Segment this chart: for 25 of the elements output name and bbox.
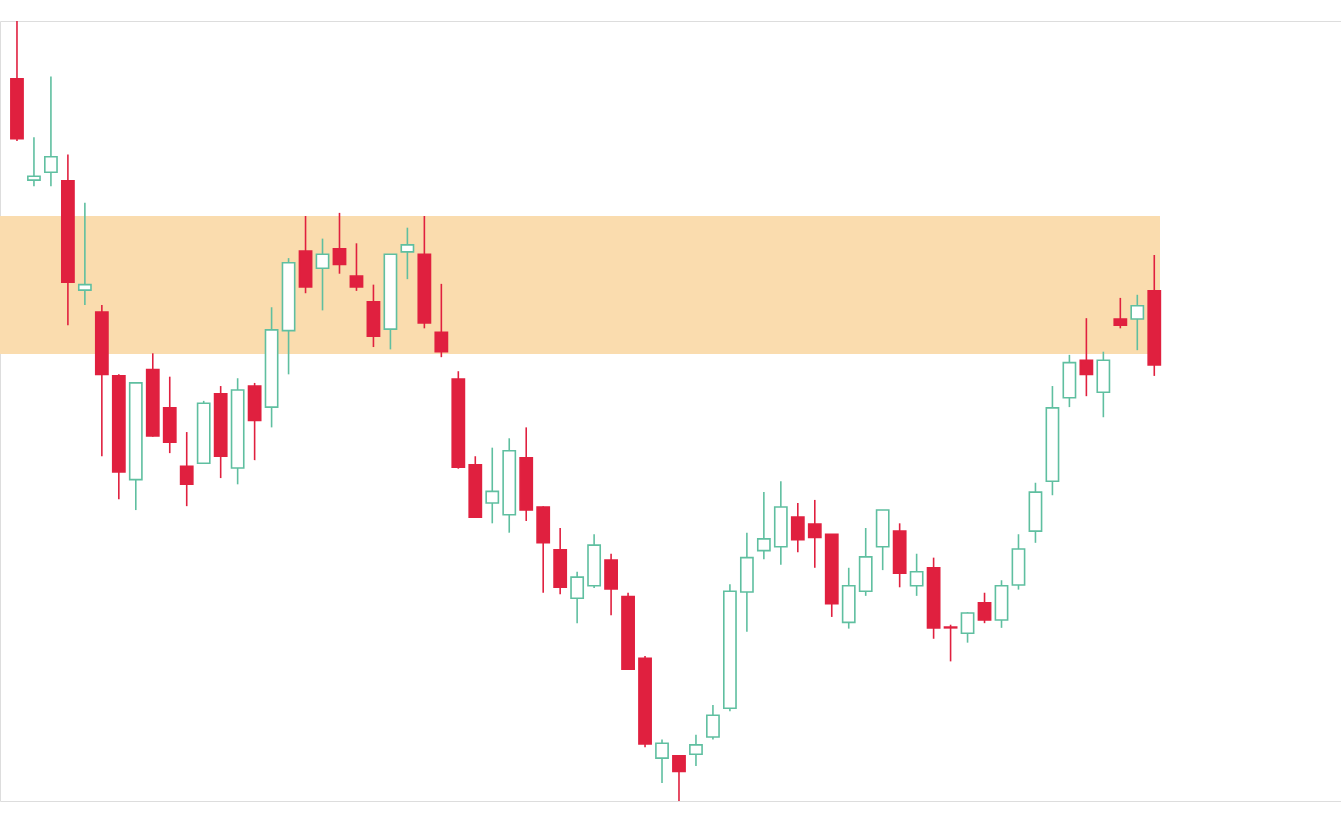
candlestick <box>1113 297 1128 330</box>
candlestick <box>655 738 669 784</box>
candlestick <box>756 491 771 560</box>
candlestick <box>672 754 686 802</box>
candlestick <box>44 75 58 188</box>
candlestick <box>570 570 585 624</box>
candlestick <box>1130 293 1145 351</box>
candlestick <box>943 623 958 663</box>
candlestick <box>27 136 41 188</box>
candlestick <box>960 611 975 644</box>
candlestick <box>77 201 92 306</box>
candlestick <box>807 499 822 569</box>
candlestick <box>349 242 364 292</box>
candlestick <box>315 237 330 312</box>
candlestick <box>332 212 347 275</box>
candlestick <box>689 733 703 767</box>
candlestick <box>706 704 720 741</box>
candlestick <box>400 226 415 280</box>
candlestick <box>909 552 924 597</box>
candlestick <box>179 431 194 507</box>
candlestick <box>434 283 449 358</box>
candlestick <box>1079 317 1094 397</box>
candlestick <box>977 591 992 624</box>
candlestick <box>485 446 500 525</box>
candlestick <box>790 502 805 553</box>
